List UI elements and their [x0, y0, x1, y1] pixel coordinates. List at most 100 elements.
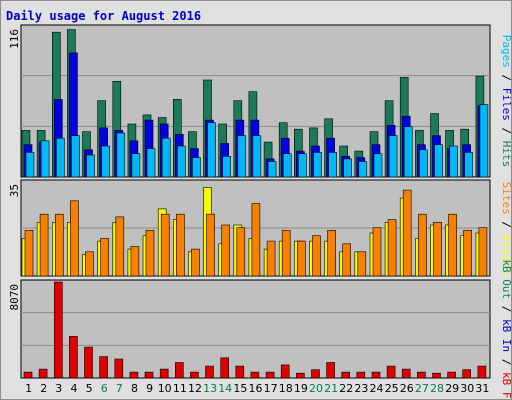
bar-sites-day-11	[176, 213, 185, 277]
bar-kb-f-day-1	[23, 371, 33, 379]
bar-pages-day-9	[146, 148, 156, 178]
bar-sites-day-27	[418, 213, 427, 277]
bar-kb-f-day-6	[99, 356, 108, 379]
bar-sites-day-13	[206, 213, 215, 277]
bar-sites-day-6	[100, 238, 109, 277]
bar-sites-day-20	[312, 235, 321, 277]
bar-kb-f-day-28	[432, 372, 441, 379]
bar-pages-day-31	[479, 104, 489, 178]
day-label-17: 17	[264, 382, 278, 395]
legend-pages: Pages	[500, 35, 512, 68]
bar-sites-day-26	[402, 189, 412, 277]
day-label-1: 1	[25, 382, 32, 395]
panel-hits-files-pages: 116 Pages / Files / Hits	[8, 24, 512, 178]
bar-sites-day-28	[433, 222, 442, 277]
day-label-2: 2	[40, 382, 47, 395]
bar-kb-f-day-21	[326, 362, 335, 379]
y-tick-label: 8070	[8, 284, 21, 311]
panel-legend: kB Out / kB In / kB F	[500, 259, 512, 398]
legend-kb-in: kB In	[500, 319, 512, 352]
bar-kb-f-day-26	[401, 368, 411, 379]
day-label-6: 6	[101, 382, 108, 395]
bar-pages-day-26	[403, 126, 413, 178]
day-label-25: 25	[385, 382, 399, 395]
day-label-12: 12	[188, 382, 202, 395]
legend-visits: Visits	[500, 235, 512, 275]
day-label-11: 11	[173, 382, 187, 395]
bar-kb-f-day-8	[129, 371, 139, 379]
legend-sites: Sites	[500, 182, 512, 215]
bar-sites-day-16	[251, 203, 261, 277]
bar-pages-day-8	[131, 153, 141, 178]
bar-pages-day-7	[116, 132, 126, 178]
bar-sites-day-9	[145, 230, 155, 277]
day-label-4: 4	[71, 382, 78, 395]
bar-kb-f-day-16	[250, 371, 260, 379]
legend-kb-out: kB Out	[500, 259, 512, 299]
bar-kb-f-day-22	[341, 371, 351, 379]
bar-kb-f-day-12	[190, 371, 199, 379]
bar-sites-day-19	[296, 240, 306, 277]
day-label-20: 20	[309, 382, 323, 395]
bar-sites-day-24	[372, 227, 382, 277]
bar-sites-day-17	[266, 240, 276, 277]
bar-sites-day-29	[448, 213, 457, 277]
bar-pages-day-25	[388, 135, 398, 178]
bar-kb-f-day-7	[114, 358, 124, 379]
day-label-24: 24	[370, 382, 384, 395]
bar-kb-f-day-18	[280, 364, 290, 379]
bar-sites-day-30	[463, 230, 473, 277]
day-label-15: 15	[233, 382, 247, 395]
day-label-21: 21	[324, 382, 338, 395]
legend-separator: /	[500, 215, 512, 235]
bar-kb-f-day-27	[417, 371, 426, 379]
bar-pages-day-11	[177, 145, 186, 178]
bar-sites-day-3	[54, 213, 64, 277]
bar-sites-day-4	[70, 200, 79, 277]
bar-pages-day-15	[237, 135, 247, 178]
bar-pages-day-2	[40, 140, 50, 178]
bar-sites-day-7	[115, 216, 125, 277]
bar-pages-day-23	[358, 161, 368, 178]
day-label-29: 29	[445, 382, 459, 395]
bar-pages-day-28	[434, 144, 443, 178]
bar-sites-day-5	[85, 251, 94, 277]
day-label-31: 31	[475, 382, 489, 395]
bar-pages-day-1	[25, 152, 35, 178]
bar-pages-day-10	[161, 137, 171, 178]
bar-pages-day-3	[55, 137, 65, 178]
legend-separator: /	[500, 121, 512, 141]
bar-pages-day-24	[373, 153, 383, 178]
bar-sites-day-15	[236, 227, 246, 277]
bar-kb-f-day-29	[447, 371, 456, 379]
legend-separator: /	[500, 299, 512, 319]
day-label-13: 13	[203, 382, 217, 395]
day-label-19: 19	[294, 382, 308, 395]
bar-pages-day-18	[282, 153, 292, 178]
bar-pages-day-13	[207, 122, 216, 178]
bar-kb-f-day-5	[84, 346, 93, 379]
day-label-16: 16	[249, 382, 263, 395]
bar-sites-day-14	[221, 224, 230, 277]
bar-pages-day-19	[297, 153, 307, 178]
bar-pages-day-12	[192, 157, 201, 178]
bar-pages-day-6	[101, 145, 110, 178]
bar-pages-day-29	[449, 145, 458, 178]
legend-separator: /	[500, 352, 512, 372]
bar-sites-day-21	[327, 230, 336, 277]
bar-kb-f-day-19	[295, 372, 305, 379]
bar-pages-day-21	[328, 152, 337, 178]
day-label-9: 9	[146, 382, 153, 395]
bar-kb-f-day-9	[144, 371, 154, 379]
bar-sites-day-2	[39, 213, 49, 277]
bar-pages-day-22	[343, 158, 353, 178]
panel-legend: Sites / Visits	[500, 182, 512, 275]
bar-sites-day-23	[357, 251, 367, 277]
bar-kb-f-day-23	[356, 371, 366, 379]
day-label-7: 7	[116, 382, 123, 395]
bar-kb-f-day-24	[371, 371, 381, 379]
bar-sites-day-22	[342, 243, 352, 277]
bar-kb-f-day-31	[477, 365, 487, 379]
